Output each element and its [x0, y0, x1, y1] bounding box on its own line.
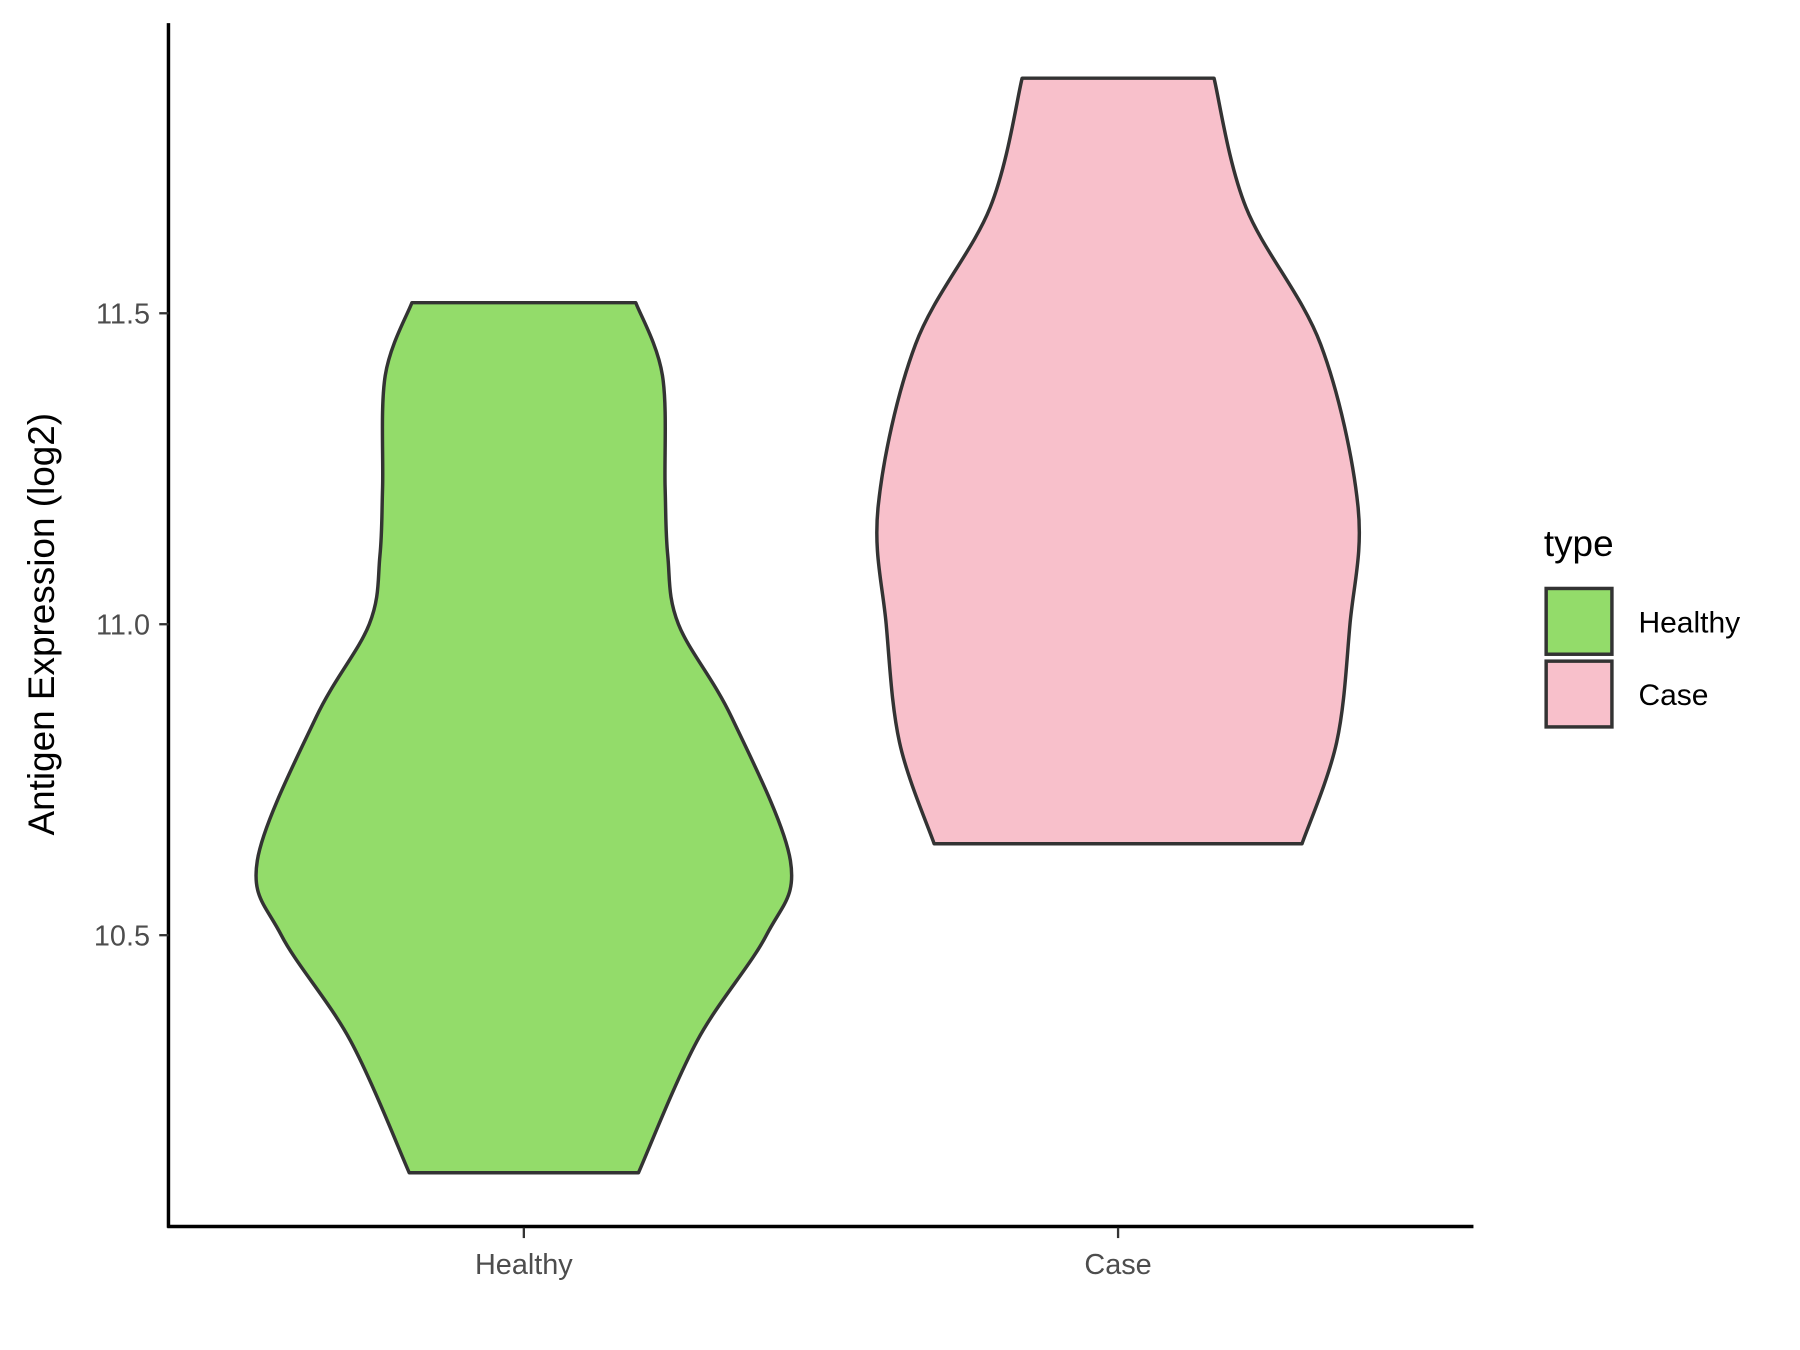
legend-swatch-case	[1544, 659, 1614, 729]
violin-healthy	[254, 300, 794, 1175]
x-ticks: Healthy Case	[475, 1227, 1152, 1281]
legend-title: type	[1544, 523, 1614, 564]
violin-case	[875, 76, 1362, 846]
legend-swatch-healthy	[1544, 586, 1614, 656]
legend: type Healthy Case	[1544, 523, 1740, 729]
legend-label: Case	[1638, 679, 1708, 712]
x-tick-label: Healthy	[475, 1249, 573, 1281]
y-tick-label: 11.0	[96, 610, 150, 642]
y-tick-label: 10.5	[94, 921, 150, 953]
y-tick-label: 11.5	[96, 299, 150, 331]
legend-label: Healthy	[1638, 606, 1740, 639]
y-axis-title: Antigen Expression (log2)	[21, 413, 62, 836]
y-ticks: 10.5 11.0 11.5	[94, 299, 169, 953]
x-tick-label: Case	[1084, 1249, 1151, 1281]
violins	[254, 76, 1362, 1175]
